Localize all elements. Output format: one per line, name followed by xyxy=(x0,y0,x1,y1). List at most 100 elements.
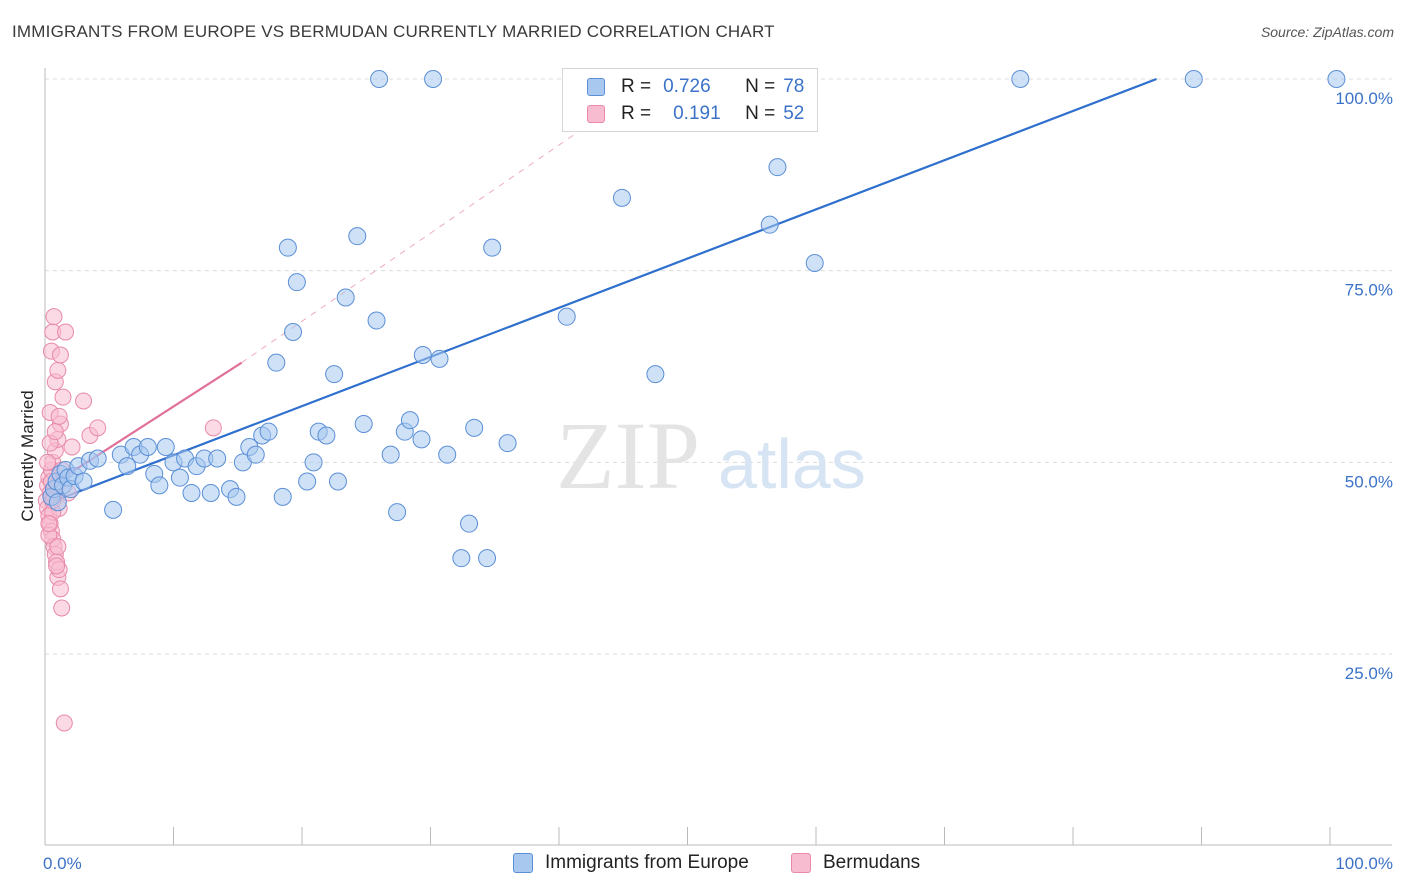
europe-points xyxy=(42,70,1346,568)
europe-point xyxy=(208,449,227,468)
grid-lines xyxy=(45,78,1392,655)
europe-point xyxy=(370,70,389,88)
bermudans-point xyxy=(53,599,71,617)
europe-point xyxy=(760,215,779,234)
europe-point xyxy=(156,438,175,456)
y-axis-label: Currently Married xyxy=(18,390,37,521)
legend-r-label: R = xyxy=(621,103,652,124)
europe-point xyxy=(465,418,484,437)
bermudans-point xyxy=(89,419,107,437)
legend-swatch-pink xyxy=(587,105,605,123)
europe-point xyxy=(430,349,449,368)
europe-point xyxy=(1011,70,1030,88)
europe-point xyxy=(413,346,432,364)
swatch-blue xyxy=(513,853,533,873)
europe-point xyxy=(48,493,67,512)
legend-label-bermudans: Bermudans xyxy=(823,852,921,873)
europe-point xyxy=(478,549,497,568)
europe-point xyxy=(284,323,303,341)
legend-r-value: 0.726 xyxy=(663,76,711,97)
europe-point xyxy=(138,438,157,456)
bermudans-point xyxy=(57,323,75,341)
watermark-atlas: atlas xyxy=(718,425,866,503)
x-tick-label: 100.0% xyxy=(1335,854,1393,873)
series-legend: Immigrants from Europe Bermudans xyxy=(0,852,1406,878)
legend-row-europe: R = 0.726 N = 78 xyxy=(587,75,804,99)
bermudans-point xyxy=(63,438,81,456)
europe-point xyxy=(498,434,517,453)
bermudans-point xyxy=(51,346,69,364)
legend-n-label: N = xyxy=(745,76,776,97)
europe-point xyxy=(267,353,286,372)
europe-trend-line xyxy=(44,77,1157,506)
legend-n-value: 78 xyxy=(783,76,805,97)
europe-point xyxy=(612,188,631,207)
europe-point xyxy=(88,449,107,468)
europe-point xyxy=(805,254,824,272)
watermark-zip: ZIP xyxy=(556,402,700,509)
europe-point xyxy=(201,484,220,502)
europe-point xyxy=(367,311,386,330)
europe-point xyxy=(74,472,93,491)
chart-title: IMMIGRANTS FROM EUROPE VS BERMUDAN CURRE… xyxy=(12,22,775,41)
europe-point xyxy=(460,514,479,533)
bermudans-point xyxy=(48,557,66,575)
europe-point xyxy=(278,238,297,257)
legend-item-bermudans[interactable]: Bermudans xyxy=(791,852,920,874)
legend-r-label: R = xyxy=(621,76,652,97)
bermudans-point xyxy=(49,538,67,556)
europe-point xyxy=(287,273,306,292)
swatch-pink xyxy=(791,853,811,873)
bermudans-point xyxy=(39,453,57,471)
europe-point xyxy=(170,468,189,487)
europe-point xyxy=(104,500,123,519)
europe-point xyxy=(328,472,347,491)
correlation-legend: R = 0.726 N = 78 R = 0.191 N = 52 xyxy=(562,68,818,132)
bermudans-point xyxy=(45,308,63,326)
europe-point xyxy=(424,70,443,88)
bermudans-point xyxy=(54,388,72,406)
europe-point xyxy=(400,411,419,430)
europe-point xyxy=(227,487,246,506)
europe-point xyxy=(298,472,317,491)
europe-point xyxy=(259,422,278,441)
europe-point xyxy=(118,457,137,476)
legend-n-label: N = xyxy=(745,103,776,124)
europe-point xyxy=(438,445,457,464)
europe-point xyxy=(452,549,471,568)
europe-point xyxy=(336,288,355,307)
bermudans-point xyxy=(204,419,222,437)
y-tick-label: 25.0% xyxy=(1345,664,1393,683)
europe-point xyxy=(317,426,336,445)
legend-n-value: 52 xyxy=(783,103,805,124)
legend-swatch-blue xyxy=(587,78,605,96)
legend-item-europe[interactable]: Immigrants from Europe xyxy=(513,852,749,874)
bermudans-point xyxy=(75,392,93,410)
bermudans-point xyxy=(51,580,69,598)
bermudans-point xyxy=(46,423,64,441)
y-tick-label: 75.0% xyxy=(1345,281,1393,300)
source-credit: Source: ZipAtlas.com xyxy=(1260,24,1394,40)
europe-point xyxy=(348,227,367,246)
y-tick-label: 100.0% xyxy=(1335,89,1393,108)
europe-point xyxy=(557,307,576,326)
bermudans-point xyxy=(50,407,68,425)
europe-point xyxy=(182,484,201,502)
europe-point xyxy=(304,453,323,472)
legend-r-value: 0.191 xyxy=(673,103,721,124)
europe-point xyxy=(768,158,787,177)
bermudans-point xyxy=(49,361,67,379)
europe-point xyxy=(483,238,502,257)
europe-point xyxy=(1327,70,1346,88)
x-tick-label: 0.0% xyxy=(43,854,82,873)
europe-point xyxy=(646,365,665,384)
bermudans-point xyxy=(40,515,58,533)
bermudans-point xyxy=(55,714,73,732)
legend-row-bermudans: R = 0.191 N = 52 xyxy=(587,102,804,126)
europe-point xyxy=(150,476,169,495)
europe-point xyxy=(325,365,344,384)
tick-labels: 25.0% 50.0% 75.0% 100.0% 0.0% 100.0% xyxy=(43,89,1393,873)
europe-point xyxy=(381,445,400,464)
europe-point xyxy=(412,430,431,449)
